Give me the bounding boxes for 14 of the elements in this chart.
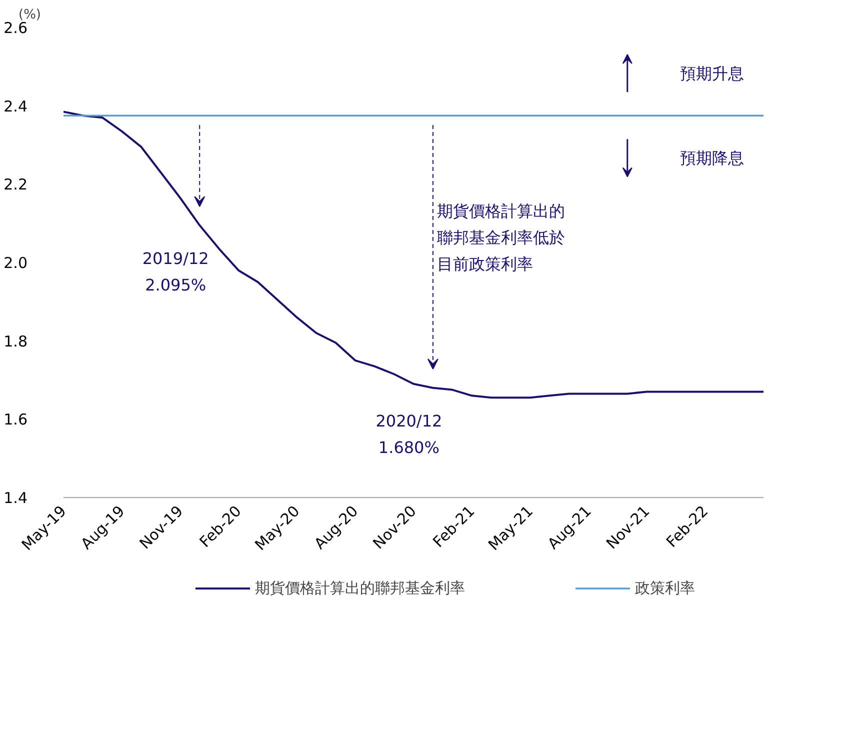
- legend-label: 政策利率: [635, 578, 695, 598]
- annotation: 預期降息: [680, 148, 744, 168]
- legend-label: 期貨價格計算出的聯邦基金利率: [255, 578, 465, 598]
- annotation: 2020/12 1.680%: [376, 411, 442, 457]
- annotation: 期貨價格計算出的聯邦基金利率低於目前政策利率: [436, 201, 565, 274]
- annotation: 預期升息: [680, 64, 744, 83]
- y-tick-label: 1.4: [4, 489, 28, 507]
- y-tick-label: 2.4: [4, 97, 28, 116]
- annotation: 2019/12 2.095%: [142, 248, 209, 294]
- y-tick-label: 2.2: [4, 176, 28, 194]
- y-tick-label: 1.8: [4, 332, 28, 350]
- y-tick-label: 2.0: [4, 254, 28, 272]
- y-tick-label: 1.6: [4, 410, 28, 429]
- line-series: [64, 110, 764, 399]
